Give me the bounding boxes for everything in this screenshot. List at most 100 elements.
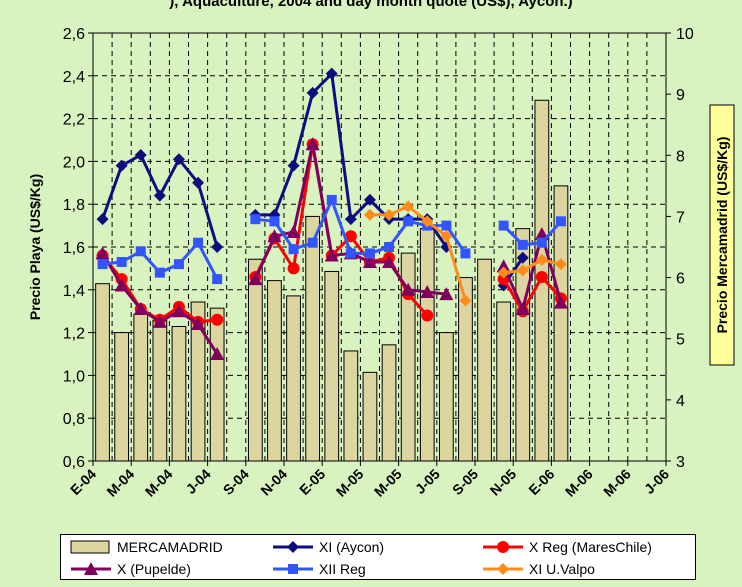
point-xi-u-valpo — [497, 266, 510, 279]
x-tick-label: M-05 — [371, 466, 405, 500]
bar-mercamadrid — [553, 185, 569, 462]
point-xi-u-valpo — [440, 230, 453, 243]
bar-mercamadrid — [438, 332, 454, 462]
bar-mercamadrid — [419, 228, 435, 462]
legend-label: XI U.Valpo — [529, 561, 595, 577]
legend-swatch — [483, 563, 523, 575]
point-xii-reg — [441, 220, 452, 231]
point-x-pupelde — [133, 302, 148, 316]
x-tick-label: N-05 — [487, 466, 520, 499]
bar-mercamadrid — [496, 301, 512, 462]
legend-item: XII Reg — [271, 558, 366, 580]
point-xii-reg — [460, 248, 471, 259]
y-left-tick-label: 1,2 — [63, 326, 85, 343]
bar-mercamadrid — [381, 344, 397, 462]
y-left-tick-label: 0,8 — [63, 411, 85, 428]
bar-mercamadrid — [171, 325, 187, 462]
point-xii-reg — [364, 248, 375, 259]
legend-marker — [288, 564, 298, 574]
legend-item: XI (Aycon) — [271, 536, 384, 558]
point-xii-reg — [403, 216, 414, 227]
y-right-tick-label: 5 — [676, 332, 685, 349]
x-tick-label: M-06 — [600, 466, 634, 500]
x-tick-label: J-04 — [183, 466, 214, 497]
bar-mercamadrid — [247, 258, 263, 462]
point-x-reg-mareschile — [535, 270, 548, 283]
point-x-pupelde — [305, 137, 320, 151]
x-tick-label: J-06 — [641, 466, 672, 497]
series-line-xii-reg — [330, 199, 353, 254]
point-xii-reg — [288, 244, 299, 255]
y-left-tick-label: 1,8 — [63, 197, 85, 214]
series-line-xi-aycon — [330, 73, 353, 220]
bar-mercamadrid — [305, 215, 321, 462]
bar-mercamadrid — [515, 228, 531, 462]
series-line-xi-aycon — [349, 198, 372, 221]
point-xii-reg — [536, 237, 547, 248]
point-xi-aycon — [115, 159, 128, 172]
legend-item: X Reg (MaresChile) — [481, 536, 652, 558]
bar-mercamadrid — [133, 313, 149, 462]
x-tick-label: J-05 — [412, 466, 443, 497]
y-right-axis-label: Precio Mercamadrid (US$/Kg) — [714, 137, 730, 334]
point-x-reg-mareschile — [344, 230, 357, 243]
y-right-label-box — [709, 104, 735, 366]
legend-item: XI U.Valpo — [481, 558, 595, 580]
x-tick-label: E-06 — [525, 466, 557, 498]
legend-swatch — [70, 540, 110, 554]
bar-mercamadrid — [362, 371, 378, 462]
legend: MERCAMADRID XI (Aycon) X Reg (MaresChile) X… — [60, 534, 696, 580]
series-line-xi-aycon — [311, 72, 333, 94]
legend-marker — [497, 541, 509, 553]
point-x-pupelde — [439, 287, 454, 301]
y-right-tick-label: 3 — [676, 454, 685, 471]
header-fragment: ), Aquaculture, 2004 and day month quote… — [169, 0, 572, 10]
legend-label: X (Pupelde) — [117, 561, 191, 577]
point-xii-reg — [384, 242, 395, 252]
x-tick-label: S-04 — [220, 466, 252, 498]
point-xii-reg — [517, 239, 528, 250]
y-left-tick-label: 2,6 — [63, 26, 85, 43]
point-xi-aycon — [287, 159, 300, 172]
series-line-x-pupelde — [311, 144, 334, 256]
point-x-pupelde — [496, 259, 511, 273]
point-xi-aycon — [211, 241, 224, 253]
x-tick-label: M-04 — [103, 466, 137, 500]
point-xi-aycon — [325, 67, 338, 80]
series-line-xi-aycon — [273, 165, 295, 216]
point-xi-aycon — [344, 213, 357, 226]
point-xi-u-valpo — [402, 200, 415, 213]
y-left-tick-label: 1,4 — [63, 283, 85, 300]
point-xi-u-valpo — [535, 253, 548, 266]
x-tick-label: S-05 — [449, 466, 481, 498]
point-xi-aycon — [134, 148, 147, 161]
x-tick-label: M-05 — [333, 466, 367, 500]
bar-mercamadrid — [324, 270, 340, 462]
legend-swatch — [273, 564, 313, 574]
point-xi-u-valpo — [363, 208, 376, 221]
point-xi-aycon — [516, 251, 529, 264]
y-left-tick-label: 2,4 — [63, 69, 85, 86]
point-x-pupelde — [191, 317, 206, 331]
point-x-pupelde — [152, 314, 167, 328]
y-left-tick-label: 0,6 — [63, 454, 85, 471]
x-tick-label: M-04 — [142, 466, 176, 500]
point-x-pupelde — [248, 272, 263, 286]
point-x-pupelde — [267, 229, 282, 243]
bar-mercamadrid — [343, 350, 359, 462]
point-xii-reg — [326, 194, 337, 205]
bar-mercamadrid — [152, 319, 168, 462]
series-line-xii-reg — [311, 199, 334, 244]
x-tick-label: N-04 — [257, 466, 290, 499]
point-xi-aycon — [96, 213, 109, 226]
legend-swatch — [273, 541, 313, 553]
point-x-pupelde — [286, 225, 301, 239]
legend-item: MERCAMADRID — [69, 536, 223, 558]
point-xi-u-valpo — [554, 258, 567, 271]
point-x-reg-mareschile — [211, 313, 224, 326]
series-line-xi-aycon — [101, 165, 124, 220]
bar-mercamadrid — [400, 252, 416, 462]
bar-mercamadrid — [286, 295, 301, 462]
series-line-xi-aycon — [158, 158, 181, 197]
